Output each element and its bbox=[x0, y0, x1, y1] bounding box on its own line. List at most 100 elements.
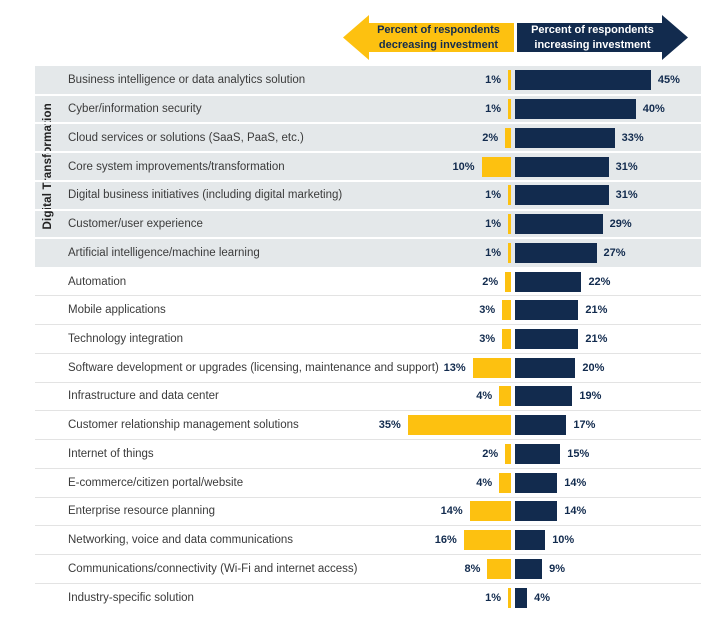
decrease-value-label: 3% bbox=[479, 332, 496, 345]
increase-value-label: 15% bbox=[567, 447, 590, 460]
legend-header: Percent of respondents decreasing invest… bbox=[0, 0, 715, 66]
decrease-bar bbox=[508, 99, 511, 120]
increase-value-label: 14% bbox=[564, 476, 587, 489]
increase-bar bbox=[515, 587, 528, 608]
increase-bar bbox=[515, 501, 558, 522]
category-label: Artificial intelligence/machine learning bbox=[68, 246, 260, 259]
decrease-bar bbox=[472, 357, 511, 378]
chart-row: Digital business initiatives (including … bbox=[0, 181, 715, 210]
decreasing-arrow-label: Percent of respondents decreasing invest… bbox=[377, 24, 500, 51]
increase-bar bbox=[515, 185, 609, 206]
chart-row: Cyber/information security 1% 40% bbox=[0, 95, 715, 124]
increase-bar bbox=[515, 328, 579, 349]
decrease-value-label: 1% bbox=[485, 103, 501, 116]
decrease-bar bbox=[502, 328, 511, 349]
decrease-bar bbox=[505, 443, 511, 464]
decrease-value-label: 1% bbox=[485, 74, 501, 87]
decrease-value-label: 2% bbox=[482, 447, 499, 460]
row-separator bbox=[35, 410, 701, 412]
decrease-value-label: 1% bbox=[485, 591, 501, 604]
increase-bar bbox=[515, 357, 576, 378]
increase-value-label: 9% bbox=[549, 562, 566, 575]
chart-row: Customer relationship management solutio… bbox=[0, 411, 715, 440]
chart-row: Infrastructure and data center 4% 19% bbox=[0, 382, 715, 411]
category-label: Business intelligence or data analytics … bbox=[68, 74, 306, 87]
increase-value-label: 4% bbox=[534, 591, 550, 604]
increase-value-label: 33% bbox=[621, 131, 644, 144]
increase-value-label: 21% bbox=[585, 332, 608, 345]
row-separator bbox=[35, 237, 701, 240]
increasing-arrow-label: Percent of respondents increasing invest… bbox=[531, 24, 654, 51]
increase-bar bbox=[515, 443, 561, 464]
increase-value-label: 19% bbox=[579, 390, 602, 403]
row-separator bbox=[35, 295, 701, 297]
chart-row: Enterprise resource planning 14% 14% bbox=[0, 497, 715, 526]
chart-row: Software development or upgrades (licens… bbox=[0, 353, 715, 382]
chart-row: Mobile applications 3% 21% bbox=[0, 296, 715, 325]
row-separator bbox=[35, 179, 701, 182]
decrease-value-label: 3% bbox=[479, 304, 496, 317]
decrease-value-label: 4% bbox=[476, 390, 493, 403]
chart-row: Communications/connectivity (Wi-Fi and i… bbox=[0, 555, 715, 584]
row-separator bbox=[35, 352, 701, 354]
row-separator bbox=[35, 496, 701, 498]
decrease-value-label: 4% bbox=[476, 476, 493, 489]
decrease-value-label: 1% bbox=[485, 218, 501, 231]
decrease-bar bbox=[508, 214, 511, 235]
increase-value-label: 29% bbox=[609, 218, 632, 231]
diverging-bar-chart: Digital Transformation Business intellig… bbox=[0, 66, 715, 612]
increase-bar bbox=[515, 530, 546, 551]
increase-bar bbox=[515, 99, 636, 120]
increase-value-label: 14% bbox=[564, 505, 587, 518]
increase-bar bbox=[515, 127, 615, 148]
decrease-value-label: 13% bbox=[443, 361, 466, 374]
row-separator bbox=[35, 439, 701, 441]
decrease-bar bbox=[508, 70, 511, 91]
chart-row: Core system improvements/transformation 1… bbox=[0, 152, 715, 181]
decrease-bar bbox=[463, 530, 511, 551]
category-label: Customer relationship management solutio… bbox=[68, 419, 299, 432]
increase-bar bbox=[515, 156, 609, 177]
increase-value-label: 31% bbox=[615, 189, 638, 202]
chart-row: Cloud services or solutions (SaaS, PaaS,… bbox=[0, 123, 715, 152]
decrease-value-label: 2% bbox=[482, 275, 499, 288]
decrease-bar bbox=[499, 472, 511, 493]
increase-bar bbox=[515, 472, 558, 493]
row-separator bbox=[35, 525, 701, 527]
increase-bar bbox=[515, 558, 543, 579]
increase-bar bbox=[515, 242, 597, 263]
category-label: Digital business initiatives (including … bbox=[68, 189, 343, 202]
decrease-bar bbox=[407, 415, 511, 436]
chart-row: Industry-specific solution 1% 4% bbox=[0, 583, 715, 612]
category-label: Industry-specific solution bbox=[68, 591, 194, 604]
category-label: Software development or upgrades (licens… bbox=[68, 361, 439, 374]
chart-row: Internet of things 2% 15% bbox=[0, 440, 715, 469]
category-label: E-commerce/citizen portal/website bbox=[68, 476, 244, 489]
decrease-bar bbox=[487, 558, 511, 579]
decrease-bar bbox=[469, 501, 511, 522]
chart-row: E-commerce/citizen portal/website 4% 14% bbox=[0, 468, 715, 497]
decrease-value-label: 14% bbox=[440, 505, 463, 518]
increase-bar bbox=[515, 386, 573, 407]
category-label: Customer/user experience bbox=[68, 218, 203, 231]
increase-bar bbox=[515, 70, 651, 91]
increase-value-label: 27% bbox=[603, 246, 626, 259]
chart-row: Technology integration 3% 21% bbox=[0, 325, 715, 354]
category-label: Infrastructure and data center bbox=[68, 390, 219, 403]
decrease-bar bbox=[499, 386, 511, 407]
decrease-bar bbox=[508, 242, 511, 263]
chart-row: Artificial intelligence/machine learning… bbox=[0, 238, 715, 267]
category-label: Automation bbox=[68, 275, 127, 288]
increase-value-label: 17% bbox=[573, 419, 596, 432]
increase-bar bbox=[515, 214, 603, 235]
decrease-bar bbox=[502, 300, 511, 321]
decreasing-investment-arrow: Percent of respondents decreasing invest… bbox=[343, 15, 514, 60]
decrease-value-label: 35% bbox=[378, 419, 401, 432]
row-separator bbox=[35, 324, 701, 326]
category-label: Technology integration bbox=[68, 332, 184, 345]
decrease-bar bbox=[508, 185, 511, 206]
category-label: Networking, voice and data communication… bbox=[68, 534, 294, 547]
category-label: Enterprise resource planning bbox=[68, 505, 216, 518]
increase-value-label: 31% bbox=[615, 160, 638, 173]
